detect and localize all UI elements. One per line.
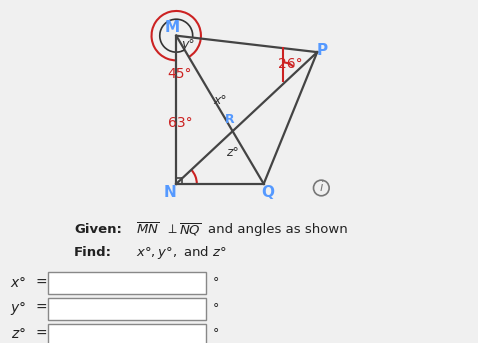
Text: $\mathit{x}°$: $\mathit{x}°$ <box>10 275 26 289</box>
Text: M: M <box>164 20 179 35</box>
Text: i: i <box>320 181 323 194</box>
Text: P: P <box>316 43 327 58</box>
Bar <box>48 272 206 294</box>
Text: R: R <box>225 113 234 126</box>
Text: $\overline{NQ}$: $\overline{NQ}$ <box>179 222 202 238</box>
Text: =: = <box>36 301 47 315</box>
Text: z°: z° <box>226 146 239 159</box>
Bar <box>48 298 206 320</box>
Text: $\perp$: $\perp$ <box>165 223 178 236</box>
Text: =: = <box>36 275 47 289</box>
Text: Given:: Given: <box>74 223 122 236</box>
Text: 26°: 26° <box>278 58 303 71</box>
Text: °: ° <box>213 302 219 315</box>
Text: Q: Q <box>261 185 274 200</box>
Text: 45°: 45° <box>167 67 192 81</box>
Text: =: = <box>36 327 47 341</box>
Text: and angles as shown: and angles as shown <box>208 223 348 236</box>
Text: N: N <box>164 185 177 200</box>
Text: y°: y° <box>182 38 196 51</box>
Bar <box>48 324 206 343</box>
Text: x°: x° <box>214 94 228 107</box>
Text: $\overline{MN}$: $\overline{MN}$ <box>136 222 160 237</box>
Text: 63°: 63° <box>168 116 193 130</box>
Text: Find:: Find: <box>74 247 112 259</box>
Text: $\mathit{y}°$: $\mathit{y}°$ <box>10 300 26 317</box>
Text: $x°, y°,$ and $z°$: $x°, y°,$ and $z°$ <box>136 245 227 261</box>
Text: $\mathit{z}°$: $\mathit{z}°$ <box>11 327 26 341</box>
Text: °: ° <box>213 328 219 341</box>
Text: °: ° <box>213 276 219 289</box>
